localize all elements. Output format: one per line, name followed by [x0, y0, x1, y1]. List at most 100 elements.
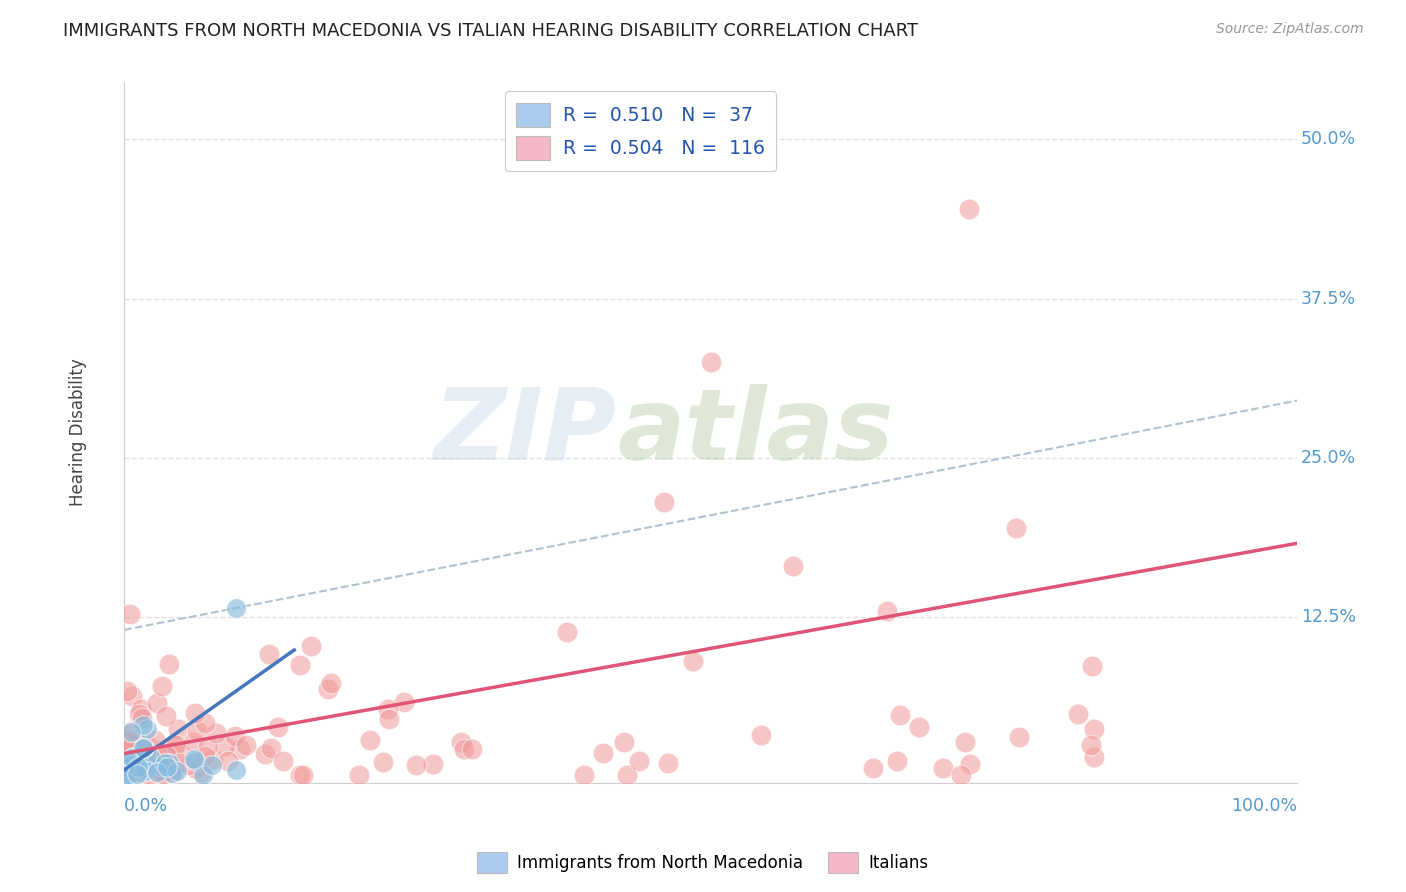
Point [953, 735, 976, 749]
Point [153, 756, 176, 770]
Point [150, 760, 173, 774]
Point [128, 755, 150, 769]
Text: 12.5%: 12.5% [1301, 608, 1357, 626]
Point [152, 679, 174, 693]
Point [127, 767, 149, 781]
Point [115, 764, 138, 778]
Point [136, 722, 159, 736]
Point [127, 760, 149, 774]
Point [138, 768, 160, 782]
Point [127, 748, 149, 763]
Point [359, 733, 381, 747]
Point [131, 711, 153, 725]
Point [135, 764, 157, 778]
Point [319, 675, 342, 690]
Point [267, 720, 290, 734]
Point [117, 741, 139, 756]
Point [908, 720, 931, 734]
Point [235, 739, 257, 753]
Point [128, 706, 150, 721]
Point [162, 766, 184, 780]
Point [932, 761, 955, 775]
Legend: Immigrants from North Macedonia, Italians: Immigrants from North Macedonia, Italian… [471, 846, 935, 880]
Point [197, 739, 219, 754]
Point [115, 732, 138, 747]
Point [135, 767, 157, 781]
Point [862, 762, 884, 776]
Text: Hearing Disability: Hearing Disability [69, 359, 87, 507]
Point [156, 749, 179, 764]
Point [257, 648, 280, 662]
Text: IMMIGRANTS FROM NORTH MACEDONIA VS ITALIAN HEARING DISABILITY CORRELATION CHART: IMMIGRANTS FROM NORTH MACEDONIA VS ITALI… [63, 22, 918, 40]
Point [450, 735, 472, 749]
Point [461, 741, 484, 756]
Point [132, 741, 155, 756]
Point [121, 740, 143, 755]
Point [157, 756, 180, 771]
Point [377, 702, 399, 716]
Point [114, 768, 136, 782]
Point [225, 763, 247, 777]
Point [254, 747, 277, 762]
Point [1005, 521, 1028, 535]
Point [155, 747, 177, 762]
Point [115, 760, 138, 774]
Point [204, 726, 226, 740]
Point [378, 712, 401, 726]
Point [135, 753, 157, 767]
Point [121, 751, 143, 765]
Point [183, 752, 205, 766]
Point [120, 758, 142, 772]
Legend: R =  0.510   N =  37, R =  0.504   N =  116: R = 0.510 N = 37, R = 0.504 N = 116 [505, 91, 776, 171]
Text: atlas: atlas [617, 384, 893, 481]
Point [616, 768, 638, 782]
Point [120, 725, 142, 739]
Text: 0.0%: 0.0% [124, 797, 169, 814]
Point [194, 749, 217, 764]
Point [118, 607, 141, 621]
Point [652, 495, 675, 509]
Point [145, 746, 167, 760]
Point [122, 761, 145, 775]
Point [129, 764, 152, 779]
Point [156, 760, 179, 774]
Point [184, 706, 207, 720]
Point [288, 768, 311, 782]
Point [115, 683, 138, 698]
Point [949, 768, 972, 782]
Point [700, 355, 723, 369]
Point [114, 741, 136, 756]
Point [118, 753, 141, 767]
Point [146, 765, 169, 780]
Point [405, 757, 427, 772]
Point [271, 754, 294, 768]
Point [134, 762, 156, 776]
Point [682, 654, 704, 668]
Point [160, 766, 183, 780]
Text: 100.0%: 100.0% [1232, 797, 1298, 814]
Point [392, 695, 415, 709]
Point [453, 742, 475, 756]
Point [134, 761, 156, 775]
Point [592, 747, 614, 761]
Point [132, 740, 155, 755]
Point [117, 752, 139, 766]
Point [166, 764, 188, 778]
Point [121, 689, 143, 703]
Text: 37.5%: 37.5% [1301, 290, 1357, 308]
Point [224, 729, 246, 743]
Point [115, 765, 138, 780]
Point [139, 750, 162, 764]
Point [117, 768, 139, 782]
Point [190, 765, 212, 780]
Point [288, 658, 311, 673]
Point [186, 723, 208, 738]
Point [148, 762, 170, 776]
Point [217, 755, 239, 769]
Point [202, 752, 225, 766]
Point [143, 733, 166, 747]
Point [157, 764, 180, 779]
Point [124, 733, 146, 747]
Point [782, 559, 804, 574]
Point [628, 754, 651, 768]
